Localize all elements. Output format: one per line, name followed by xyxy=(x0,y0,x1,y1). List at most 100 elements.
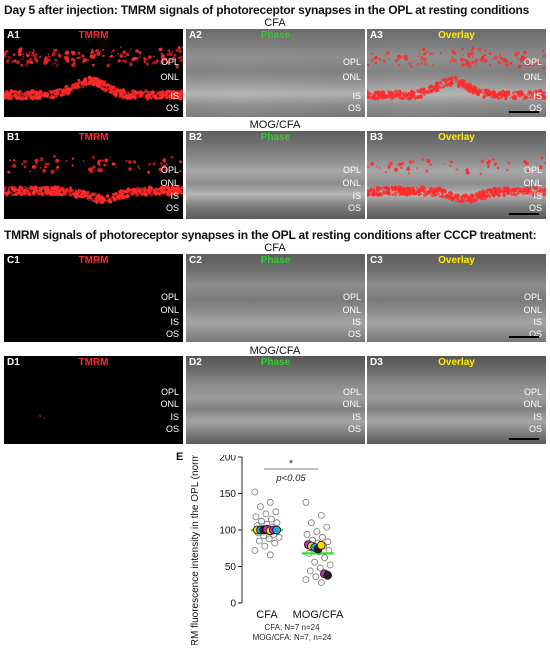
layer-label-is: IS xyxy=(170,91,179,101)
tmrm-signal-spot xyxy=(501,190,503,192)
tmrm-signal-spot xyxy=(541,90,545,95)
layer-label-is: IS xyxy=(533,317,542,327)
tmrm-signal-spot xyxy=(90,197,93,201)
layer-label-os: OS xyxy=(528,329,542,339)
tmrm-signal-spot xyxy=(39,166,42,169)
tmrm-signal-spot xyxy=(447,194,450,198)
tmrm-signal-spot xyxy=(539,91,541,94)
tmrm-signal-spot xyxy=(129,48,132,51)
tmrm-signal-spot xyxy=(526,170,530,173)
tmrm-signal-spot xyxy=(531,55,533,57)
tmrm-signal-spot xyxy=(160,60,165,65)
tmrm-signal-spot xyxy=(55,49,58,52)
panel-label: D2 xyxy=(189,357,202,368)
tmrm-signal-spot xyxy=(91,200,93,202)
tmrm-signal-spot xyxy=(407,92,410,95)
tmrm-signal-spot xyxy=(544,95,546,98)
tmrm-signal-spot xyxy=(440,195,444,198)
tmrm-signal-spot xyxy=(125,159,128,162)
data-point xyxy=(316,564,324,572)
tmrm-signal-spot xyxy=(499,56,504,61)
tmrm-signal-spot xyxy=(459,57,465,62)
tmrm-signal-spot xyxy=(521,192,525,196)
tmrm-signal-spot xyxy=(514,94,517,97)
tmrm-signal-spot xyxy=(21,53,24,56)
tmrm-signal-spot xyxy=(19,189,22,191)
tmrm-signal-spot xyxy=(89,54,94,59)
tmrm-signal-spot xyxy=(55,89,57,92)
tmrm-signal-spot xyxy=(99,164,101,167)
tmrm-signal-spot xyxy=(419,87,424,92)
tmrm-signal-spot xyxy=(440,188,443,191)
tmrm-signal-spot xyxy=(518,188,521,192)
tmrm-signal-spot xyxy=(426,192,429,195)
tmrm-signal-spot xyxy=(83,79,88,83)
tmrm-signal-spot xyxy=(176,193,179,196)
p-value: p<0.05 xyxy=(275,473,306,484)
tmrm-signal-spot xyxy=(425,169,429,173)
tmrm-signal-spot xyxy=(415,189,417,192)
y-axis-label: TMRM fluorescence intensity in the OPL (… xyxy=(190,455,201,645)
tmrm-signal-spot xyxy=(367,165,370,168)
tmrm-signal-spot xyxy=(66,91,69,94)
layer-label-os: OS xyxy=(528,424,542,434)
tmrm-signal-spot xyxy=(158,47,163,52)
tmrm-signal-spot xyxy=(538,165,543,170)
tmrm-signal-spot xyxy=(21,186,24,189)
layer-label-onl: ONL xyxy=(342,305,361,315)
tmrm-signal-spot xyxy=(48,95,53,100)
layer-label-os: OS xyxy=(165,424,179,434)
tmrm-signal-spot xyxy=(140,93,144,96)
tmrm-signal-spot xyxy=(490,91,494,95)
tmrm-signal-spot xyxy=(104,87,109,92)
tmrm-signal-spot xyxy=(26,53,30,58)
tmrm-signal-spot xyxy=(57,90,60,93)
panel-label: A2 xyxy=(189,30,202,41)
tmrm-signal-spot xyxy=(487,159,491,163)
tmrm-signal-spot xyxy=(111,92,114,95)
tmrm-signal-spot xyxy=(99,50,102,53)
tmrm-signal-spot xyxy=(130,189,133,191)
tmrm-signal-spot xyxy=(487,165,490,169)
tmrm-signal-spot xyxy=(390,97,394,100)
tmrm-signal-spot xyxy=(524,193,526,195)
tmrm-signal-spot xyxy=(101,159,104,162)
tmrm-signal-spot xyxy=(17,50,22,54)
tmrm-signal-spot xyxy=(119,93,123,97)
tmrm-signal-spot xyxy=(18,53,22,57)
tmrm-signal-spot xyxy=(420,94,423,97)
tmrm-signal-spot xyxy=(369,95,374,100)
tmrm-signal-spot xyxy=(112,49,115,53)
tmrm-signal-spot xyxy=(539,94,544,98)
tmrm-signal-spot xyxy=(471,194,475,198)
data-point xyxy=(307,519,315,527)
tmrm-signal-spot xyxy=(370,52,373,55)
layer-label-opl: OPL xyxy=(160,165,179,175)
channel-label-phase: Phase xyxy=(260,132,291,143)
tmrm-signal-spot xyxy=(101,195,104,198)
tmrm-signal-spot xyxy=(408,62,412,66)
tmrm-signal-spot xyxy=(55,94,58,98)
tmrm-signal-spot xyxy=(6,193,9,196)
tmrm-signal-spot xyxy=(146,188,150,192)
tmrm-signal-spot xyxy=(43,186,48,191)
tmrm-signal-spot xyxy=(430,88,434,92)
panel-label: C3 xyxy=(370,255,383,266)
tmrm-signal-spot xyxy=(378,97,380,99)
channel-label-phase: Phase xyxy=(260,255,291,266)
tmrm-signal-spot xyxy=(467,64,472,69)
tmrm-signal-spot xyxy=(462,82,465,85)
layer-label-os: OS xyxy=(528,103,542,113)
tmrm-signal-spot xyxy=(103,196,106,199)
tmrm-signal-spot xyxy=(148,55,152,59)
tmrm-signal-spot xyxy=(529,96,532,99)
tmrm-signal-spot xyxy=(489,63,492,66)
tmrm-signal-spot xyxy=(482,91,486,94)
tmrm-signal-spot xyxy=(400,193,403,196)
layer-label-is: IS xyxy=(352,412,361,422)
tmrm-signal-spot xyxy=(143,60,147,64)
tmrm-signal-spot xyxy=(22,56,25,58)
tmrm-signal-spot xyxy=(530,95,532,98)
tmrm-signal-spot xyxy=(145,96,150,101)
tmrm-signal-spot xyxy=(428,91,431,93)
